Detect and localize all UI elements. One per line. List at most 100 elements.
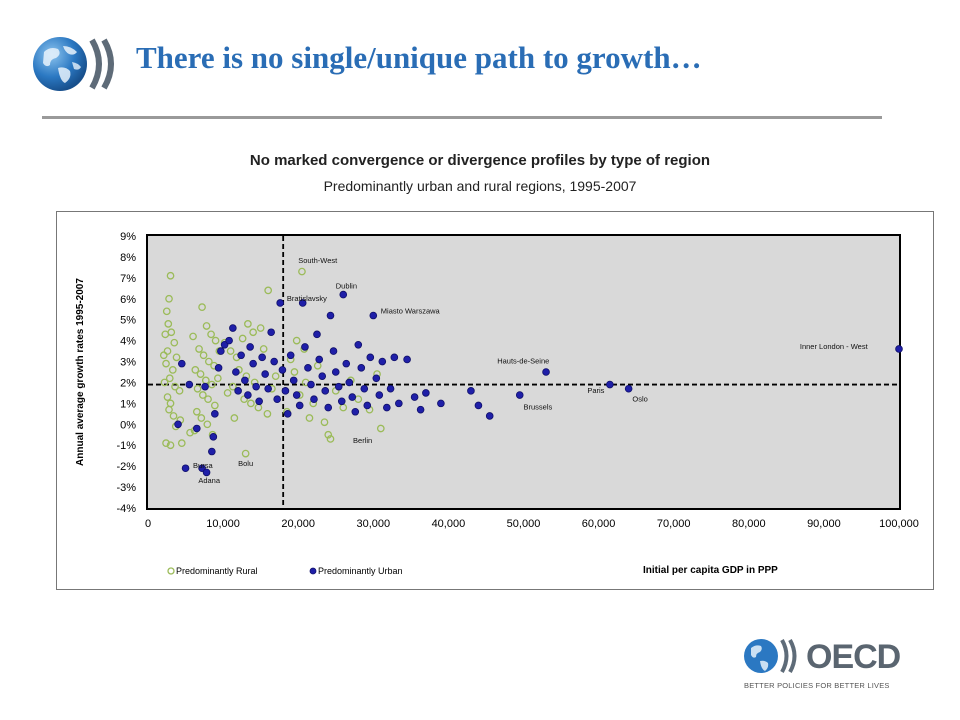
- urban-point: [307, 380, 315, 389]
- plot-area: [146, 234, 901, 510]
- urban-point: [310, 395, 318, 404]
- rural-point: [165, 374, 174, 383]
- y-tick-label: -1%: [116, 440, 136, 452]
- point-annotation: Miasto Warszawa: [381, 306, 441, 315]
- urban-point: [345, 378, 354, 387]
- urban-point: [372, 374, 381, 383]
- legend-rural-label: Predominantly Rural: [176, 566, 258, 576]
- x-tick-label: 40,000: [432, 518, 466, 530]
- rural-point: [193, 384, 202, 393]
- rural-point: [199, 351, 208, 360]
- x-tick-label: 0: [145, 518, 151, 530]
- point-annotation: Bratislavsky: [287, 294, 327, 303]
- rural-point: [210, 401, 219, 410]
- oecd-logo: [744, 639, 797, 673]
- urban-point: [606, 380, 614, 389]
- urban-point: [383, 403, 391, 412]
- point-annotation: South-West: [298, 256, 338, 265]
- rural-point: [320, 418, 329, 427]
- rural-point: [163, 393, 172, 401]
- globe-icon: [33, 37, 114, 91]
- title-divider: [42, 116, 882, 119]
- point-annotation: Oslo: [632, 394, 647, 403]
- y-tick-label: 8%: [120, 252, 136, 264]
- urban-point: [244, 391, 252, 399]
- rural-point: [305, 414, 314, 422]
- y-tick-label: 5%: [120, 315, 136, 327]
- urban-point: [181, 464, 190, 473]
- rural-point: [256, 324, 265, 332]
- urban-point: [366, 353, 375, 362]
- legend-urban-label: Predominantly Urban: [318, 566, 403, 576]
- y-tick-label: 0%: [120, 419, 136, 431]
- urban-point: [258, 353, 266, 362]
- rural-point: [198, 303, 206, 311]
- rural-point: [162, 439, 170, 447]
- point-annotation: Paris: [587, 386, 604, 395]
- rural-point: [271, 372, 280, 381]
- rural-point: [230, 414, 239, 422]
- rural-point: [189, 332, 197, 341]
- urban-point: [375, 391, 384, 399]
- legend-urban-marker: [309, 567, 317, 575]
- urban-point: [232, 368, 240, 376]
- rural-point: [162, 307, 171, 316]
- rural-point: [191, 366, 200, 374]
- oecd-wordmark: OECD: [806, 638, 901, 676]
- rural-point: [376, 424, 385, 433]
- scatter-chart: 9% 8% 7% 6% 5% 4% 3% 2% 1% 0% -1% -2% -3% -4% 0 10,000…: [75, 231, 919, 576]
- rural-point: [186, 428, 194, 437]
- rural-point: [162, 359, 170, 368]
- y-axis-label: Annual average growth rates 1995-2007: [75, 278, 86, 466]
- x-axis-label: Initial per capita GDP in PPP: [643, 565, 778, 576]
- urban-point: [261, 370, 269, 378]
- rural-point: [195, 345, 203, 353]
- urban-point: [301, 343, 309, 351]
- x-tick-label: 20,000: [281, 518, 315, 530]
- rural-point: [175, 386, 184, 395]
- y-tick-label: 3%: [120, 357, 136, 369]
- rural-point: [203, 420, 212, 429]
- urban-point: [298, 299, 307, 307]
- rural-point: [165, 294, 173, 303]
- urban-point: [369, 311, 378, 320]
- rural-point: [168, 366, 177, 374]
- urban-point: [342, 359, 351, 368]
- point-annotation: Brussels: [524, 403, 553, 412]
- rural-point: [223, 389, 232, 397]
- x-tick-label: 80,000: [732, 518, 766, 530]
- urban-point: [201, 382, 209, 391]
- urban-point: [337, 397, 346, 406]
- legend: Predominantly Rural Predominantly Urban: [167, 566, 403, 576]
- urban-point: [324, 403, 333, 412]
- oecd-tagline: BETTER POLICIES FOR BETTER LIVES: [744, 681, 890, 690]
- rural-point: [259, 345, 268, 353]
- urban-point: [315, 355, 324, 364]
- legend-rural-marker: [167, 567, 175, 575]
- urban-point: [177, 359, 186, 368]
- rural-point: [207, 380, 216, 389]
- rural-point: [166, 441, 175, 450]
- point-annotation: Bolu: [238, 459, 253, 468]
- point-annotation: Inner London - West: [800, 342, 869, 351]
- urban-point: [515, 391, 524, 399]
- urban-point: [334, 382, 343, 391]
- rural-point: [226, 347, 235, 355]
- rural-point: [197, 414, 206, 422]
- rural-point: [169, 412, 178, 420]
- rural-point: [204, 357, 213, 366]
- y-axis-ticks: 9% 8% 7% 6% 5% 4% 3% 2% 1% 0% -1% -2% -3% -4%: [116, 231, 136, 515]
- y-tick-label: -3%: [116, 482, 136, 494]
- rural-point: [202, 322, 211, 330]
- urban-point: [416, 405, 425, 414]
- rural-point: [247, 399, 255, 408]
- urban-point: [249, 359, 257, 368]
- urban-point: [267, 328, 275, 337]
- urban-point: [326, 311, 335, 320]
- rural-point: [211, 336, 220, 345]
- y-tick-label: 6%: [120, 294, 136, 306]
- urban-point: [214, 364, 223, 372]
- urban-point: [474, 401, 483, 410]
- urban-point: [292, 391, 301, 399]
- rural-point: [244, 320, 252, 328]
